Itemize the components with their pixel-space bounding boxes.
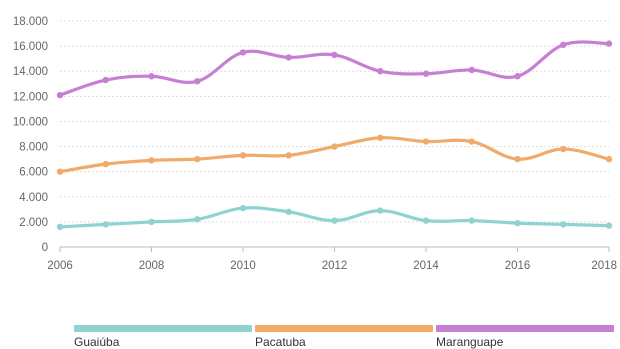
data-point[interactable] [239,152,247,159]
x-tick-label: 2006 [47,260,73,272]
data-point[interactable] [560,41,567,49]
y-tick-label: 14.000 [13,66,48,78]
data-point[interactable] [148,73,155,80]
grid-lines [60,20,609,223]
y-tick-label: 16.000 [13,41,48,53]
data-point[interactable] [285,54,292,61]
data-point[interactable] [56,223,64,231]
data-point[interactable] [285,152,292,159]
x-tick-label: 2008 [139,260,165,272]
data-point[interactable] [331,143,338,150]
legend-label: Maranguape [436,335,504,349]
data-point[interactable] [468,138,475,145]
data-point[interactable] [102,221,109,228]
legend: Guaiúba Pacatuba Maranguape [74,325,617,349]
data-point[interactable] [56,168,64,175]
legend-swatch [255,325,433,332]
legend-label: Guaiúba [74,335,120,349]
legend-item[interactable]: Pacatuba [255,325,436,349]
x-tick-label: 2012 [322,260,348,272]
x-tick-label: 2010 [230,260,256,272]
x-tick-label: 2014 [413,260,439,272]
y-tick-label: 0 [42,242,48,254]
data-point[interactable] [285,208,292,216]
legend-item[interactable]: Guaiúba [74,325,255,349]
data-point[interactable] [148,157,155,164]
data-point[interactable] [331,51,338,59]
data-point[interactable] [331,217,338,224]
legend-item[interactable]: Maranguape [436,325,617,349]
data-point[interactable] [422,70,430,77]
data-point[interactable] [239,49,247,56]
data-point[interactable] [194,155,201,163]
x-tick-label: 2016 [505,260,531,272]
y-tick-label: 18.000 [13,16,48,28]
data-point[interactable] [605,40,613,47]
data-point[interactable] [377,68,384,75]
data-point[interactable] [422,217,430,224]
data-point[interactable] [605,155,613,163]
legend-label: Pacatuba [255,335,306,349]
series-line-1 [58,136,611,174]
y-tick-label: 2.000 [19,217,48,229]
axes: 0 2.000 4.000 6.000 8.000 10.000 12.000 14.000 1… [13,16,617,272]
data-point[interactable] [560,145,567,153]
legend-swatch [74,325,252,332]
data-point[interactable] [605,222,613,229]
data-point[interactable] [377,207,384,214]
data-point[interactable] [514,73,521,80]
y-tick-label: 4.000 [19,192,48,204]
data-point[interactable] [560,221,567,228]
x-tick-label: 2018 [591,260,617,272]
data-point[interactable] [102,76,109,84]
y-tick-label: 6.000 [19,167,48,179]
data-point[interactable] [468,66,475,74]
y-tick-label: 12.000 [13,91,48,103]
series-line-2 [58,40,611,97]
data-point[interactable] [239,204,247,212]
data-point[interactable] [514,155,521,163]
data-point[interactable] [194,216,201,223]
data-point[interactable] [514,219,521,227]
y-tick-label: 10.000 [13,116,48,128]
y-tick-label: 8.000 [19,142,48,154]
data-point[interactable] [377,134,384,141]
data-point[interactable] [422,138,430,145]
data-point[interactable] [56,91,64,99]
data-point[interactable] [468,217,475,224]
legend-swatch [436,325,614,332]
series-line-0 [58,206,611,229]
data-point[interactable] [148,218,155,226]
series-lines [56,40,613,231]
data-point[interactable] [194,78,201,85]
data-point[interactable] [102,160,109,168]
